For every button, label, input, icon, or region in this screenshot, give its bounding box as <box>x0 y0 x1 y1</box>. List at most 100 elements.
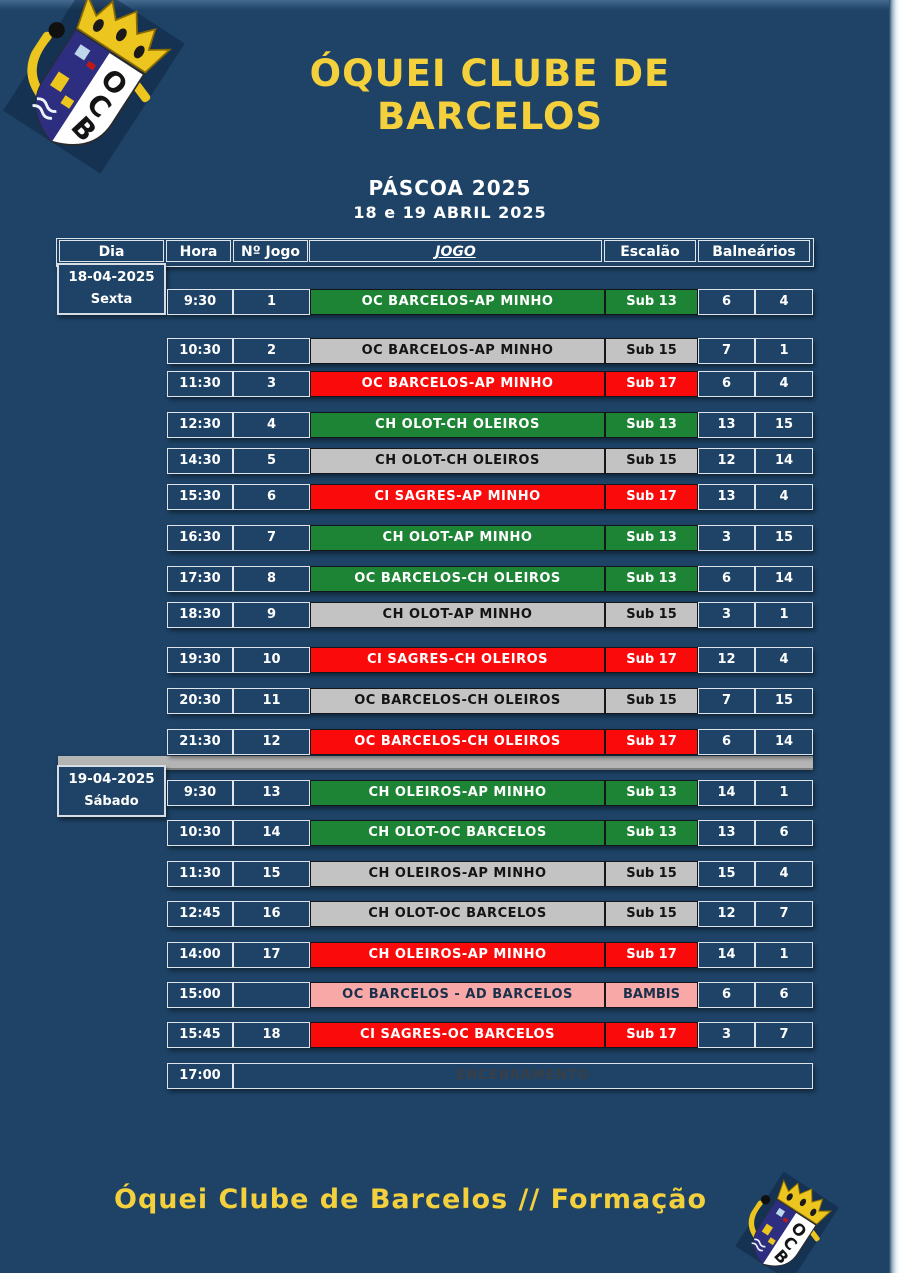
heraldic-cross <box>74 44 91 61</box>
locker-room-2-cell: 7 <box>755 1022 813 1048</box>
match-cell: CH OLOT-AP MINHO <box>310 602 605 628</box>
game-number-cell: 1 <box>233 289 310 315</box>
locker-room-2-cell: 1 <box>755 780 813 806</box>
locker-room-1-cell: 13 <box>698 820 755 846</box>
time-cell: 10:30 <box>167 820 233 846</box>
locker-room-2-cell: 4 <box>755 371 813 397</box>
crown-window <box>133 45 145 59</box>
heraldic-waves <box>751 1238 766 1252</box>
game-number-cell: 11 <box>233 688 310 714</box>
locker-room-2-cell: 6 <box>755 820 813 846</box>
shield-left-half <box>36 30 110 142</box>
time-cell: 21:30 <box>167 729 233 755</box>
match-cell: OC BARCELOS-CH OLEIROS <box>310 688 605 714</box>
table-row: 10:30 14 CH OLOT-OC BARCELOS Sub 13 13 6 <box>59 820 813 846</box>
time-cell: 14:00 <box>167 942 233 968</box>
locker-room-2-cell: 1 <box>755 942 813 968</box>
category-cell: Sub 15 <box>605 861 698 887</box>
category-cell: Sub 17 <box>605 647 698 673</box>
club-crest-logo-small: O C B <box>728 1167 845 1273</box>
locker-room-2-cell: 7 <box>755 901 813 927</box>
locker-room-2-cell: 6 <box>755 982 813 1008</box>
game-number-cell: 7 <box>233 525 310 551</box>
category-cell: Sub 13 <box>605 566 698 592</box>
table-row: 20:30 11 OC BARCELOS-CH OLEIROS Sub 15 7… <box>59 688 813 714</box>
event-title: PÁSCOA 2025 <box>368 176 532 200</box>
time-cell: 11:30 <box>167 371 233 397</box>
match-cell: CH OLOT-CH OLEIROS <box>310 448 605 474</box>
category-cell: Sub 13 <box>605 780 698 806</box>
locker-room-2-cell: 14 <box>755 729 813 755</box>
crown-window <box>810 1208 817 1216</box>
time-cell: 12:45 <box>167 901 233 927</box>
game-number-cell: 17 <box>233 942 310 968</box>
time-cell: 17:30 <box>167 566 233 592</box>
column-header-balnearios: Balneários <box>698 240 810 262</box>
club-crest-icon: O C B <box>748 1178 833 1268</box>
locker-room-1-cell: 12 <box>698 448 755 474</box>
category-cell: BAMBIS <box>605 982 698 1008</box>
match-cell: CH OLEIROS-AP MINHO <box>310 942 605 968</box>
locker-room-2-cell: 4 <box>755 861 813 887</box>
table-row: 16:30 7 CH OLOT-AP MINHO Sub 13 3 15 <box>59 525 813 551</box>
time-cell: 15:30 <box>167 484 233 510</box>
match-cell: OC BARCELOS-CH OLEIROS <box>310 729 605 755</box>
heraldic-waves <box>32 97 57 120</box>
game-number-cell: 2 <box>233 338 310 364</box>
time-cell: 15:00 <box>167 982 233 1008</box>
game-number-cell: 10 <box>233 647 310 673</box>
top-edge-highlight <box>0 0 900 10</box>
category-cell: Sub 15 <box>605 602 698 628</box>
time-cell: 10:30 <box>167 338 233 364</box>
time-cell: 17:00 <box>167 1063 233 1089</box>
locker-room-2-cell: 15 <box>755 688 813 714</box>
category-cell: Sub 17 <box>605 484 698 510</box>
locker-room-2-cell: 1 <box>755 338 813 364</box>
table-row: 9:30 13 CH OLEIROS-AP MINHO Sub 13 14 1 <box>59 780 813 806</box>
heraldic-tower <box>767 1237 776 1246</box>
heraldic-cross <box>775 1207 786 1218</box>
time-cell: 20:30 <box>167 688 233 714</box>
locker-room-2-cell: 4 <box>755 289 813 315</box>
match-cell: CH OLOT-OC BARCELOS <box>310 820 605 846</box>
match-cell: OC BARCELOS-AP MINHO <box>310 371 605 397</box>
heraldic-castle <box>761 1223 774 1236</box>
time-cell: 9:30 <box>167 289 233 315</box>
club-crest-logo: O C B <box>0 0 193 186</box>
category-cell: Sub 17 <box>605 371 698 397</box>
right-edge-strip <box>889 0 900 1273</box>
time-cell: 11:30 <box>167 861 233 887</box>
category-cell: Sub 15 <box>605 901 698 927</box>
match-cell: CI SAGRES-CH OLEIROS <box>310 647 605 673</box>
match-cell: CI SAGRES-AP MINHO <box>310 484 605 510</box>
category-cell: Sub 13 <box>605 289 698 315</box>
time-cell: 16:30 <box>167 525 233 551</box>
locker-room-1-cell: 14 <box>698 780 755 806</box>
table-row: 11:30 15 CH OLEIROS-AP MINHO Sub 15 15 4 <box>59 861 813 887</box>
match-cell: CI SAGRES-OC BARCELOS <box>310 1022 605 1048</box>
game-number-cell: 3 <box>233 371 310 397</box>
table-row: 19:30 10 CI SAGRES-CH OLEIROS Sub 17 12 … <box>59 647 813 673</box>
locker-room-2-cell: 4 <box>755 647 813 673</box>
match-cell: CH OLOT-CH OLEIROS <box>310 412 605 438</box>
locker-room-1-cell: 7 <box>698 338 755 364</box>
crown-window <box>115 28 127 42</box>
locker-room-1-cell: 15 <box>698 861 755 887</box>
locker-room-1-cell: 6 <box>698 729 755 755</box>
table-row: 14:00 17 CH OLEIROS-AP MINHO Sub 17 14 1 <box>59 942 813 968</box>
locker-room-1-cell: 6 <box>698 566 755 592</box>
crown-window <box>786 1193 793 1201</box>
locker-room-1-cell: 14 <box>698 942 755 968</box>
day-label-friday: 18-04-2025 Sexta <box>57 263 166 315</box>
time-cell: 18:30 <box>167 602 233 628</box>
event-dates: 18 e 19 ABRIL 2025 <box>353 203 547 222</box>
match-cell: OC BARCELOS-AP MINHO <box>310 289 605 315</box>
day-weekday: Sábado <box>84 794 139 809</box>
game-number-cell <box>233 982 310 1008</box>
hockey-ball-icon <box>48 22 65 39</box>
day-date: 18-04-2025 <box>68 269 155 285</box>
locker-room-2-cell: 14 <box>755 448 813 474</box>
category-cell: Sub 17 <box>605 729 698 755</box>
club-crest-icon: O C B <box>27 0 172 148</box>
category-cell: Sub 15 <box>605 448 698 474</box>
